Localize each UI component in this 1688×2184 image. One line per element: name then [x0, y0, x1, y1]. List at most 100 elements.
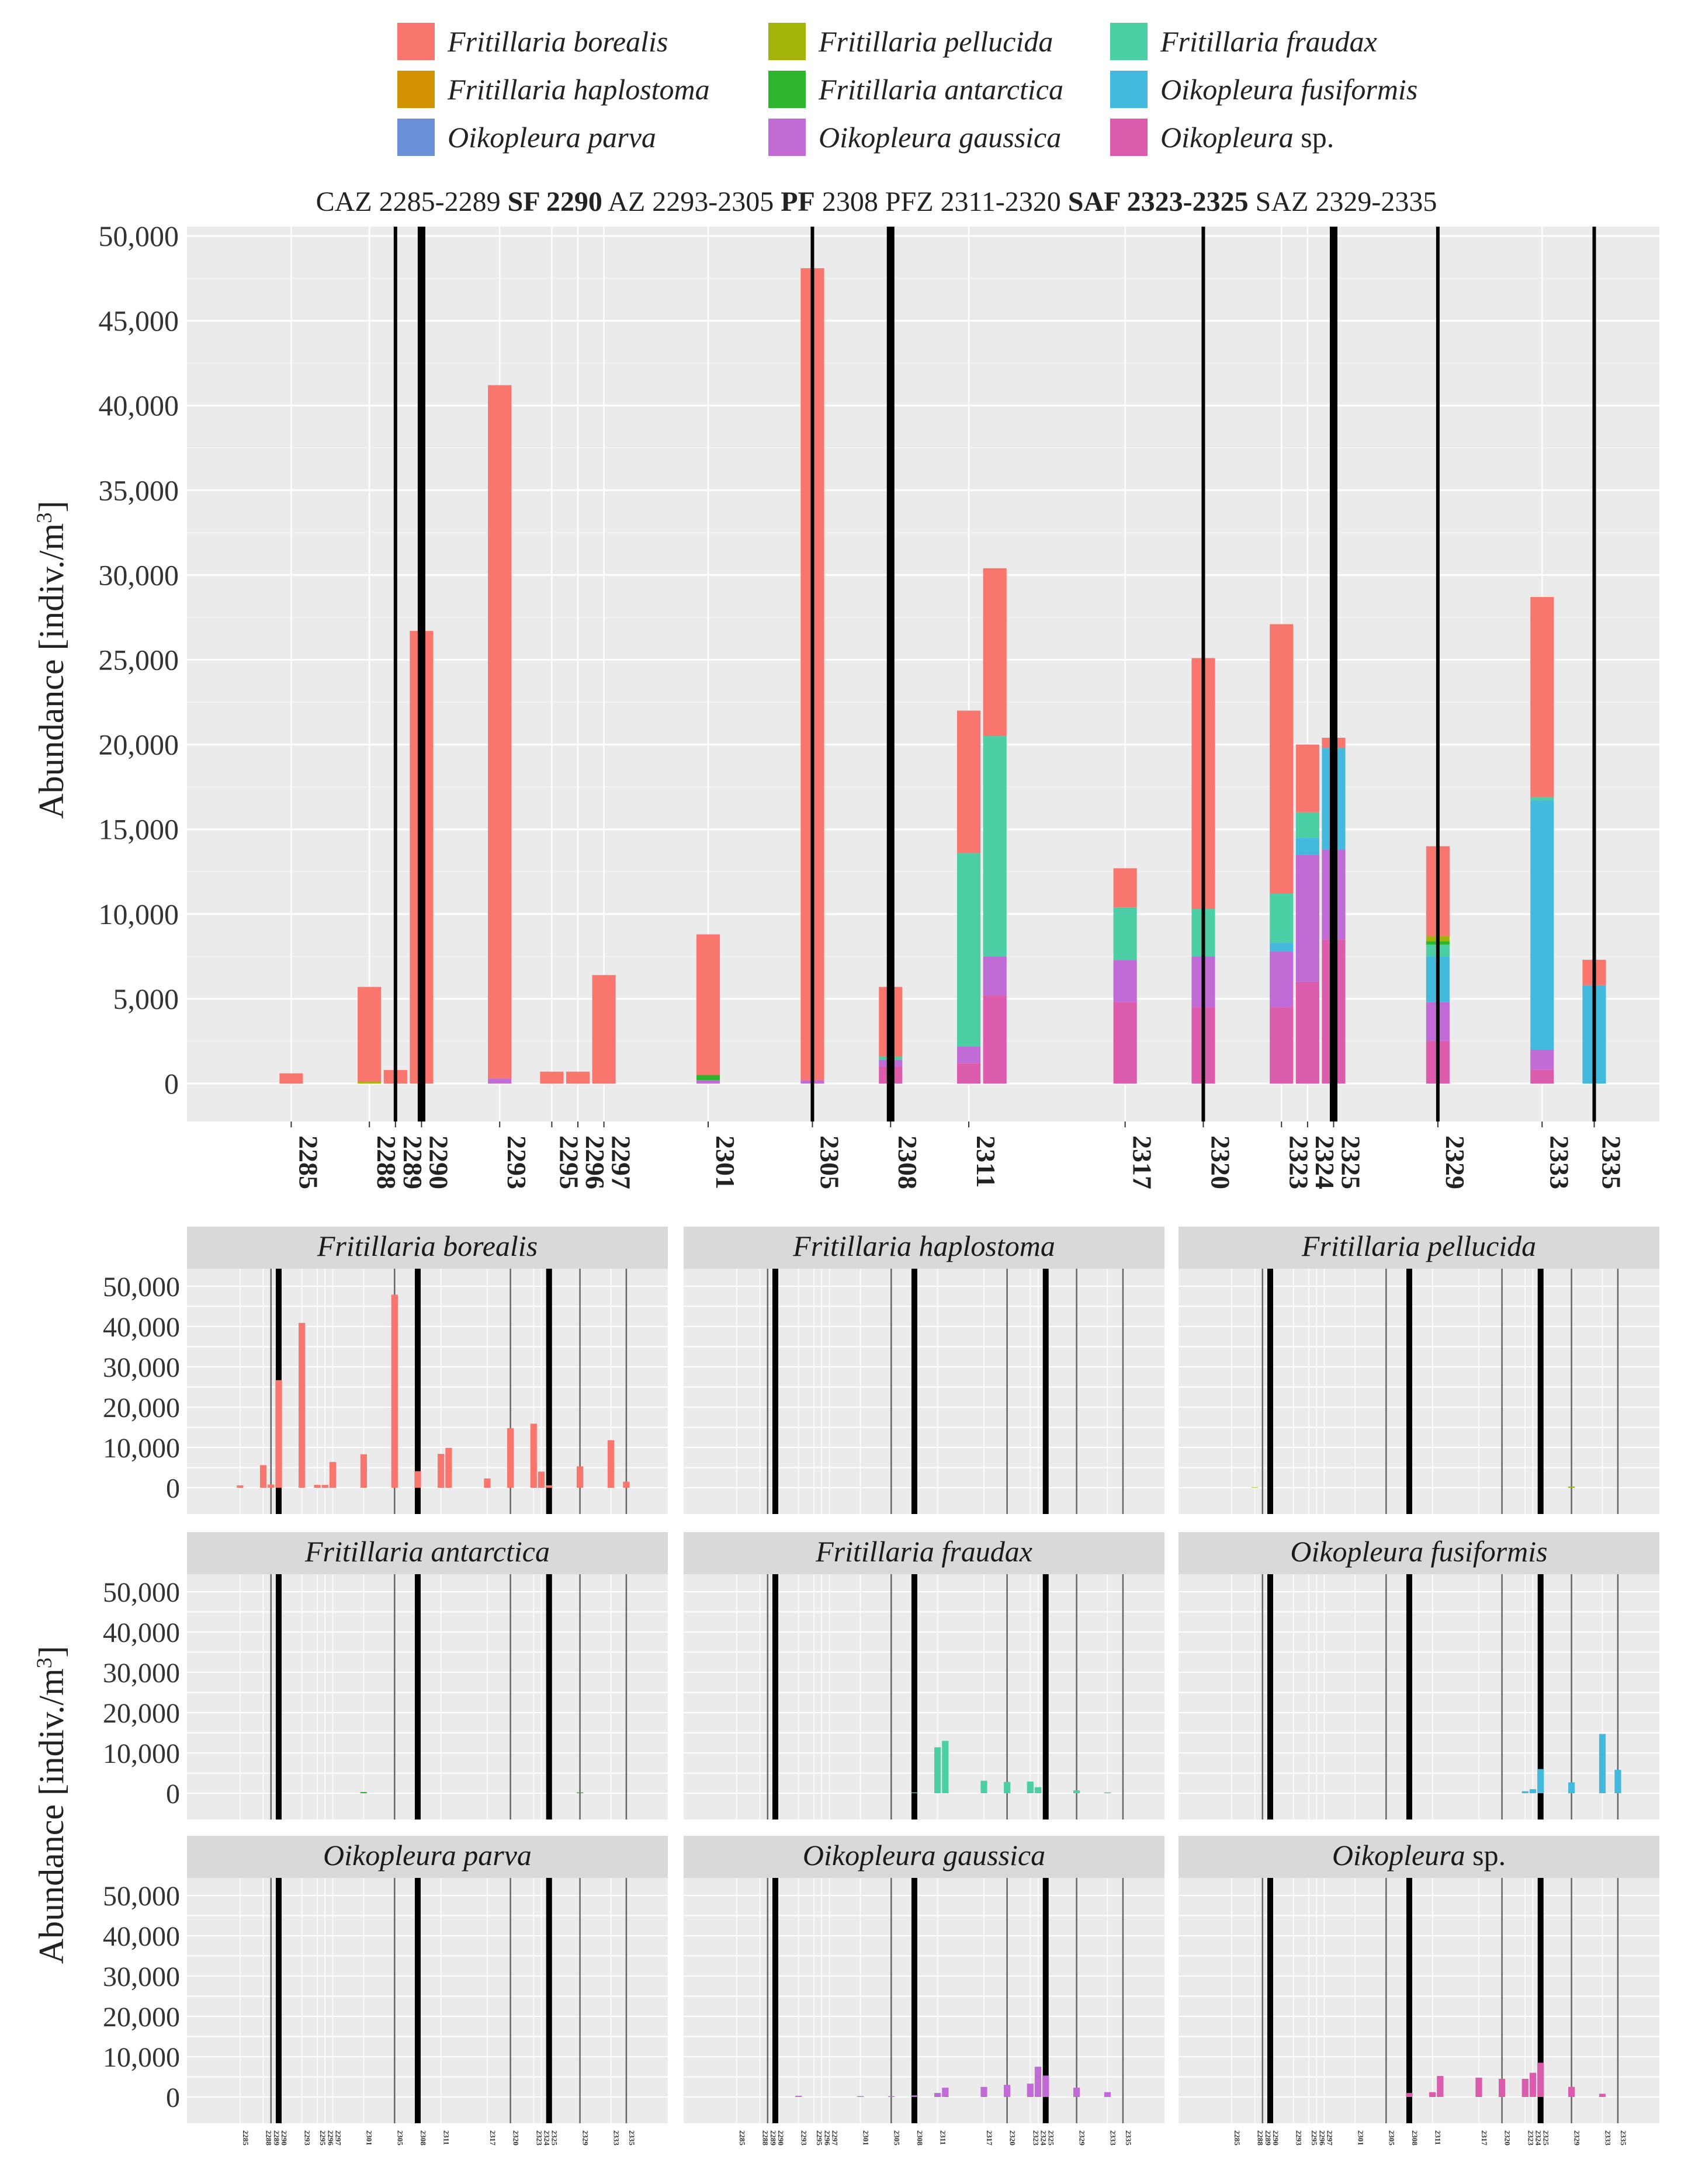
facet-x-tick-label: 2311	[442, 2130, 451, 2145]
facet-x-tick-label: 2305	[396, 2130, 404, 2146]
legend-label: Oikopleura sp.	[1160, 120, 1334, 154]
bar-segment	[956, 1063, 981, 1084]
facet-x-tick-label: 2295	[1310, 2130, 1319, 2146]
legend-genus: Oikopleura	[1160, 121, 1301, 154]
bar-segment	[1530, 597, 1554, 797]
facet-bar	[321, 1485, 328, 1488]
bar-segment	[956, 853, 981, 1047]
legend-genus: Fritillaria	[819, 25, 945, 58]
bar-segment	[279, 1073, 303, 1084]
facet-panel	[1179, 1269, 1659, 1514]
legend-label: Oikopleura fusiformis	[1160, 72, 1417, 106]
y-tick-label: 0	[164, 1067, 179, 1100]
facet-x-tick-label: 2325	[550, 2130, 559, 2146]
facet-x-tick-label: 2289	[769, 2130, 778, 2146]
x-tick-label: 2333	[1544, 1136, 1574, 1189]
bar-segment	[1295, 744, 1319, 813]
facet-y-tick-label: 30,000	[103, 1352, 180, 1383]
facet-x-tick-label: 2289	[272, 2130, 281, 2146]
zones-header: CAZ 2285-2289 SF 2290 AZ 2293-2305 PF 23…	[175, 186, 1578, 218]
facet-title: Fritillaria antarctica	[304, 1535, 550, 1568]
legend-item: Oikopleura parva	[397, 116, 656, 158]
facet-bar	[1437, 2076, 1444, 2097]
legend-label: Fritillaria haplostoma	[448, 72, 710, 106]
facet-x-tick-label: 2308	[1410, 2130, 1419, 2146]
facet-bar	[1104, 2092, 1111, 2097]
legend-epithet: fusiformis	[1301, 73, 1418, 106]
y-axis-title-facets: Abundance [indiv./m3]	[32, 1646, 71, 1964]
legend-swatch	[397, 71, 435, 108]
bar-segment	[1295, 855, 1319, 982]
facet-bar	[1251, 1487, 1259, 1488]
facet-bar	[1475, 2077, 1482, 2097]
bar-segment	[1113, 868, 1137, 908]
facet-bar	[1034, 1787, 1042, 1793]
facet-panel	[187, 1574, 668, 1820]
facet-x-tick-label: 2293	[1295, 2130, 1304, 2146]
facet-x-tick-label: 2333	[1604, 2130, 1613, 2146]
facet-x-tick-label: 2329	[581, 2130, 590, 2146]
facet-bar	[795, 2095, 802, 2097]
facet-bar	[911, 2095, 918, 2097]
x-tick-label: 2324	[1310, 1136, 1340, 1189]
facet-x-tick-label: 2323	[1526, 2130, 1535, 2146]
facet-bar	[577, 1466, 584, 1488]
facet-y-tick-label: 40,000	[103, 1312, 180, 1343]
legend-epithet: sp.	[1301, 121, 1335, 154]
facet-y-tick-label: 0	[166, 1473, 180, 1504]
facet-x-tick-label: 2290	[280, 2130, 289, 2145]
facet-x-tick-label: 2335	[1124, 2130, 1133, 2146]
facet-title: Fritillaria borealis	[317, 1230, 538, 1262]
facet-y-tick-label: 30,000	[103, 1961, 180, 1992]
facet-bar	[1599, 2093, 1606, 2097]
facet-x-tick-label: 2324	[1039, 2130, 1048, 2146]
facet-bar	[1027, 2084, 1034, 2097]
facet-x-tick-label: 2285	[738, 2130, 747, 2146]
facet-bar	[314, 1485, 321, 1488]
facet-panel	[1179, 1574, 1659, 1820]
x-tick-label: 2323	[1284, 1136, 1313, 1189]
chart-legend: Fritillaria borealis Fritillaria haplosto…	[397, 20, 1484, 172]
bar-segment	[1530, 797, 1554, 801]
facet-x-tick-label: 2333	[1109, 2130, 1118, 2146]
legend-item: Fritillaria pellucida	[768, 20, 1053, 63]
bar-segment	[1530, 1049, 1554, 1070]
y-tick-label: 25,000	[99, 644, 179, 676]
legend-swatch	[397, 23, 435, 60]
facet-y-tick-label: 40,000	[103, 1617, 180, 1648]
facet-x-tick-label: 2285	[241, 2130, 250, 2146]
facet-bar	[1537, 1769, 1544, 1793]
facet-title: Oikopleura fusiformis	[1290, 1535, 1547, 1568]
facet-bar	[942, 1741, 949, 1793]
facet-x-tick-label: 2308	[916, 2130, 924, 2146]
facet-bar	[1568, 2086, 1575, 2097]
facet-x-tick-label: 2320	[512, 2130, 521, 2145]
facet-x-tick-label: 2311	[939, 2130, 948, 2145]
facet-y-tick-label: 20,000	[103, 1698, 180, 1729]
bar-segment	[488, 1078, 512, 1084]
facet-bar	[1521, 2078, 1528, 2097]
facet-bar	[1073, 2088, 1080, 2097]
legend-genus: Fritillaria	[448, 73, 574, 106]
facet-panel	[1179, 1878, 1659, 2123]
facet-strip	[187, 1532, 668, 1574]
facet-bar	[1429, 2092, 1436, 2097]
facet-strip	[684, 1836, 1164, 1878]
facet-x-tick-label: 2290	[777, 2130, 785, 2145]
legend-epithet: pellucida	[944, 25, 1053, 58]
facet-y-tick-label: 10,000	[103, 1738, 180, 1769]
facet-x-tick-label: 2325	[1047, 2130, 1056, 2146]
bar-segment	[1270, 943, 1294, 952]
facet-x-tick-label: 2323	[1031, 2130, 1040, 2146]
x-tick-label: 2320	[1205, 1136, 1235, 1189]
facet-x-tick-label: 2320	[1503, 2130, 1512, 2145]
facet-y-tick-label: 10,000	[103, 2042, 180, 2073]
bar-segment	[1270, 624, 1294, 894]
x-tick-label: 2311	[971, 1136, 1001, 1188]
legend-label: Fritillaria fraudax	[1160, 25, 1377, 58]
facet-x-tick-label: 2296	[1318, 2130, 1326, 2146]
legend-item: Fritillaria haplostoma	[397, 68, 710, 110]
bar-segment	[358, 987, 382, 1082]
facet-bar	[1568, 1486, 1575, 1488]
facet-x-tick-label: 2324	[1534, 2130, 1543, 2146]
